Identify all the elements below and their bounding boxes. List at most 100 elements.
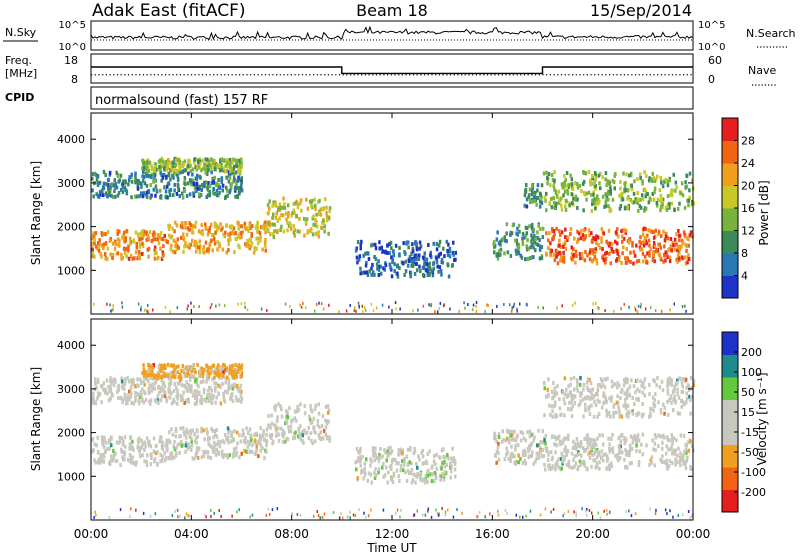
- heatmap-cell: [151, 376, 155, 381]
- heatmap-cell: [550, 466, 553, 471]
- heatmap-cell: [190, 301, 192, 305]
- heatmap-cell: [285, 217, 288, 222]
- heatmap-cell: [446, 248, 449, 253]
- heatmap-cell: [551, 396, 554, 401]
- heatmap-cell: [116, 228, 119, 233]
- heatmap-cell: [440, 257, 444, 262]
- heatmap-cell: [392, 249, 395, 254]
- heatmap-cell: [227, 238, 230, 243]
- heatmap-cell: [432, 266, 435, 271]
- heatmap-cell: [226, 158, 229, 163]
- heatmap-cell: [201, 158, 204, 163]
- heatmap-cell: [143, 459, 146, 464]
- heatmap-cell: [391, 260, 394, 265]
- heatmap-cell: [212, 233, 216, 238]
- heatmap-cell: [621, 450, 624, 455]
- heatmap-cell: [97, 245, 101, 250]
- heatmap-cell: [663, 238, 667, 243]
- heatmap-cell: [160, 236, 163, 241]
- heatmap-cell: [530, 453, 534, 458]
- heatmap-cell: [178, 167, 182, 172]
- heatmap-cell: [616, 453, 619, 457]
- heatmap-cell: [653, 243, 657, 248]
- heatmap-cell: [686, 455, 689, 460]
- heatmap-cell: [139, 381, 143, 386]
- heatmap-cell: [349, 304, 351, 307]
- heatmap-cell: [97, 457, 100, 462]
- heatmap-cell: [173, 382, 176, 386]
- heatmap-cell: [299, 303, 301, 307]
- heatmap-cell: [145, 377, 148, 382]
- heatmap-cell: [239, 235, 242, 240]
- heatmap-cell: [243, 221, 247, 226]
- heatmap-cell: [438, 455, 442, 460]
- heatmap-cell: [173, 400, 176, 405]
- heatmap-cell: [276, 507, 279, 511]
- heatmap-cell: [565, 462, 569, 467]
- heatmap-cell: [215, 434, 219, 439]
- heatmap-cell: [550, 173, 554, 177]
- heatmap-cell: [121, 190, 125, 195]
- heatmap-cell: [173, 368, 176, 372]
- heatmap-cell: [267, 228, 270, 233]
- heatmap-cell: [130, 179, 134, 184]
- heatmap-cell: [678, 201, 681, 206]
- heatmap-cell: [173, 182, 176, 187]
- heatmap-cell: [557, 200, 561, 205]
- heatmap-cell: [554, 462, 557, 467]
- heatmap-cell: [609, 414, 612, 419]
- heatmap-cell: [270, 413, 273, 418]
- heatmap-cell: [287, 425, 290, 430]
- heatmap-cell: [595, 464, 599, 469]
- heatmap-cell: [600, 239, 603, 244]
- heatmap-cell: [297, 426, 301, 431]
- heatmap-cell: [93, 516, 95, 519]
- heatmap-cell: [245, 227, 248, 232]
- heatmap-cell: [524, 257, 527, 262]
- heatmap-cell: [153, 248, 156, 253]
- heatmap-cell: [659, 255, 662, 260]
- heatmap-cell: [610, 437, 613, 441]
- colorbar-segment: [722, 230, 738, 254]
- heatmap-cell: [199, 230, 202, 235]
- heatmap-cell: [172, 370, 176, 375]
- heatmap-cell: [445, 239, 449, 244]
- heatmap-cell: [278, 202, 282, 207]
- heatmap-cell: [628, 237, 631, 241]
- heatmap-cell: [182, 237, 186, 242]
- heatmap-cell: [567, 407, 570, 411]
- velocity-colorbar-label: Velocity [m s⁻¹]: [755, 372, 769, 465]
- heatmap-cell: [175, 169, 179, 174]
- heatmap-cell: [586, 507, 588, 511]
- heatmap-cell: [313, 197, 316, 202]
- heatmap-cell: [190, 447, 193, 452]
- heatmap-cell: [598, 399, 601, 404]
- heatmap-cell: [390, 449, 394, 454]
- heatmap-cell: [553, 205, 556, 210]
- heatmap-cell: [310, 199, 314, 203]
- heatmap-cell: [169, 372, 173, 377]
- heatmap-cell: [96, 391, 100, 396]
- heatmap-cell: [102, 381, 105, 386]
- heatmap-cell: [117, 179, 120, 184]
- heatmap-cell: [555, 194, 559, 199]
- heatmap-cell: [109, 379, 112, 384]
- heatmap-cell: [610, 242, 614, 246]
- heatmap-cell: [121, 185, 125, 190]
- heatmap-cell: [685, 385, 688, 390]
- heatmap-cell: [213, 450, 216, 455]
- heatmap-cell: [188, 388, 191, 393]
- heatmap-cell: [588, 378, 591, 383]
- heatmap-cell: [657, 444, 660, 449]
- heatmap-cell: [388, 262, 392, 267]
- heatmap-cell: [552, 196, 555, 201]
- heatmap-cell: [307, 425, 310, 430]
- heatmap-cell: [237, 222, 240, 227]
- heatmap-cell: [618, 193, 621, 198]
- heatmap-cell: [623, 181, 626, 186]
- heatmap-cell: [170, 427, 173, 432]
- heatmap-cell: [666, 204, 669, 208]
- heatmap-cell: [261, 446, 264, 451]
- heatmap-cell: [687, 440, 690, 445]
- heatmap-cell: [124, 378, 127, 383]
